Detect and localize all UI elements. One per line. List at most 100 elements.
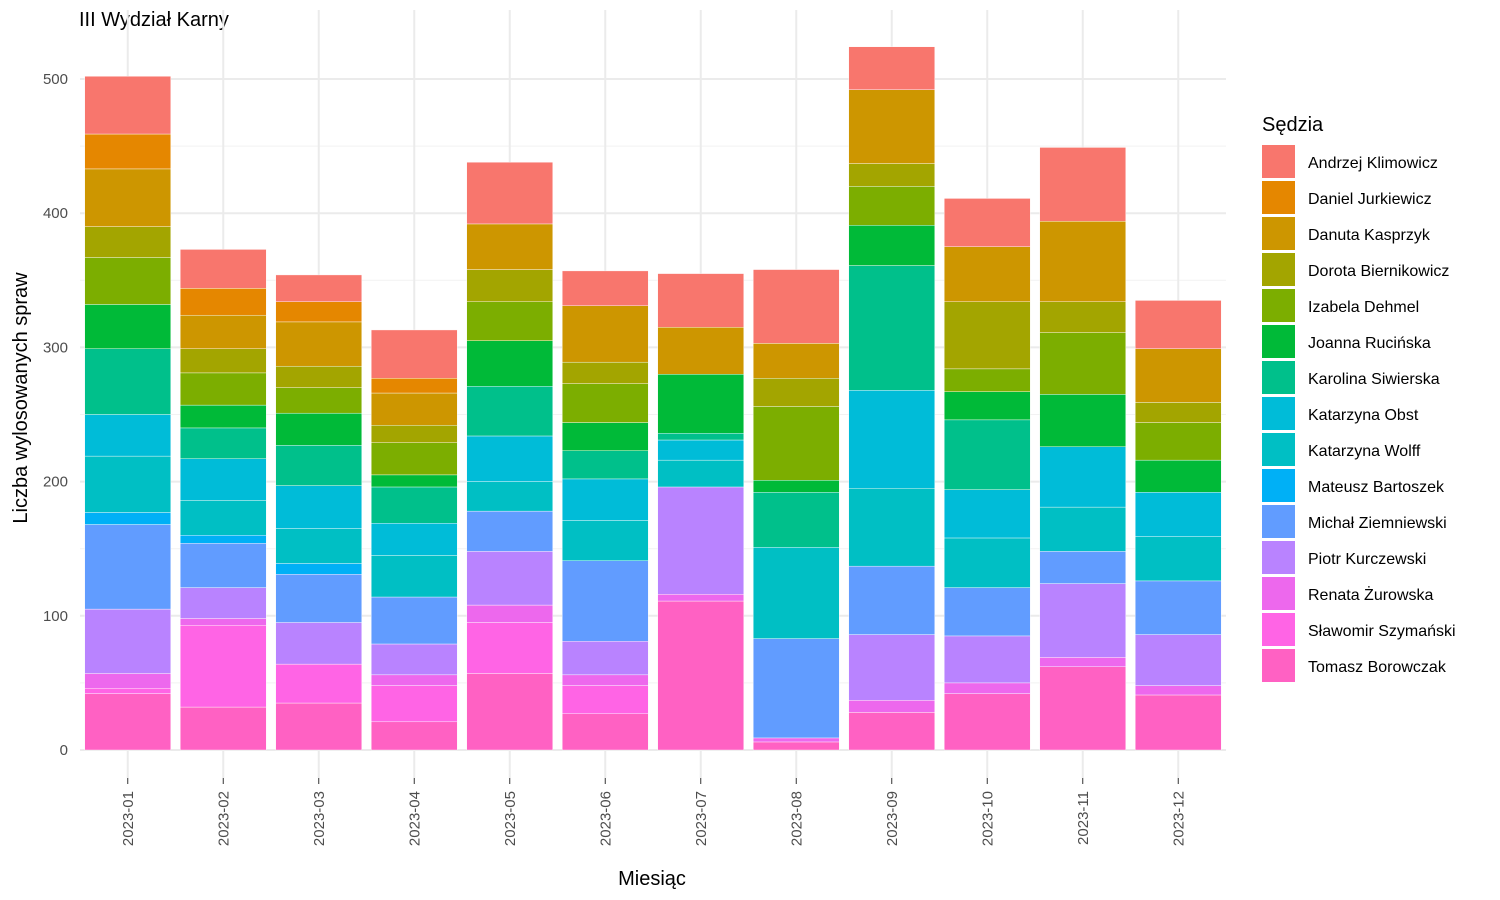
x-tick-label: 2023-12 [1170, 791, 1187, 846]
bar-segment [753, 547, 840, 639]
y-tick-label: 200 [43, 474, 68, 491]
bar-segment [275, 663, 362, 704]
bar-segment [275, 702, 362, 751]
legend-swatch [1262, 253, 1295, 286]
bar-segment [1135, 402, 1222, 423]
bar-segment [275, 622, 362, 665]
bar-segment [371, 392, 458, 426]
legend-title: Sędzia [1262, 114, 1324, 136]
bar-segment [180, 543, 267, 588]
bar-segment [1039, 221, 1126, 302]
legend-label: Danuta Kasprzyk [1308, 227, 1431, 244]
bar-segment [562, 305, 649, 363]
bar-segment [371, 596, 458, 645]
bar-segment [466, 269, 553, 302]
bar-segment [275, 274, 362, 302]
bar-segment [84, 168, 171, 227]
bar-segment [1135, 685, 1222, 696]
bar-segment [753, 741, 840, 751]
bar-segment [1039, 394, 1126, 447]
bar-segment [944, 301, 1031, 370]
bar-segment [657, 459, 744, 488]
bar-segment [657, 273, 744, 328]
bar-segment [466, 673, 553, 751]
bar-segment [84, 455, 171, 513]
bar-segment [1039, 301, 1126, 333]
bar-segment [944, 489, 1031, 539]
bar-segment [944, 587, 1031, 637]
bar-segment [848, 186, 935, 226]
bar-segment [275, 412, 362, 446]
legend-label: Piotr Kurczewski [1308, 551, 1426, 568]
bar-segment [466, 301, 553, 341]
bar-segment [275, 573, 362, 623]
legend-label: Katarzyna Obst [1308, 407, 1419, 424]
bar-segment [275, 485, 362, 529]
bar-segment [562, 270, 649, 306]
bar-segment [753, 638, 840, 739]
x-tick-label: 2023-07 [693, 791, 710, 846]
bar-segment [944, 419, 1031, 490]
bar-segment [466, 340, 553, 387]
bar-segment [371, 555, 458, 598]
bar-segment [562, 713, 649, 751]
bar-segment [944, 368, 1031, 392]
bar-segment [657, 600, 744, 751]
bar-segment [753, 269, 840, 344]
bar-segment [753, 343, 840, 379]
legend-swatch [1262, 145, 1295, 178]
y-tick-label: 300 [43, 339, 68, 356]
bar-segment [180, 706, 267, 751]
bar-segment [1135, 348, 1222, 403]
bar-segment [84, 257, 171, 305]
y-tick-label: 0 [60, 742, 68, 759]
y-tick-label: 100 [43, 608, 68, 625]
bar-segment [1135, 580, 1222, 635]
bar-segment [848, 89, 935, 164]
bar-segment [180, 372, 267, 406]
legend-swatch [1262, 217, 1295, 250]
bar-segment [1135, 492, 1222, 537]
x-tick-label: 2023-02 [215, 791, 232, 846]
bar-segment [180, 458, 267, 501]
bar-segment [180, 618, 267, 626]
y-tick-label: 400 [43, 205, 68, 222]
bar-segment [371, 425, 458, 443]
legend-swatch [1262, 577, 1295, 610]
bar-segment [562, 520, 649, 561]
bar-segment [848, 488, 935, 567]
bar-segment [371, 474, 458, 488]
bar-segment [180, 404, 267, 429]
legend-label: Katarzyna Wolff [1308, 443, 1421, 460]
legend-label: Daniel Jurkiewicz [1308, 191, 1432, 208]
bar-segment [466, 223, 553, 270]
legend-label: Renata Żurowska [1308, 585, 1433, 604]
bar-segment [180, 500, 267, 536]
bar-segment [753, 480, 840, 493]
legend-label: Joanna Rucińska [1308, 335, 1431, 352]
legend-label: Sławomir Szymański [1308, 623, 1456, 640]
bar-segment [753, 406, 840, 481]
bar-segment [1039, 583, 1126, 658]
bar-segment [180, 314, 267, 349]
bar-segment [84, 133, 171, 170]
bar-segment [1135, 634, 1222, 686]
bar-segment [84, 524, 171, 610]
bar-segment [944, 391, 1031, 421]
bar-segment [466, 551, 553, 606]
bar-segment [562, 478, 649, 521]
bar-segment [84, 688, 171, 694]
bar-segment [84, 348, 171, 415]
bar-segment [562, 685, 649, 714]
legend-swatch [1262, 361, 1295, 394]
bar-segment [657, 374, 744, 434]
legend-swatch [1262, 613, 1295, 646]
bar-segment [657, 433, 744, 441]
bar-segment [275, 445, 362, 486]
bar-segment [371, 442, 458, 476]
bar-segment [1039, 551, 1126, 584]
bar-segment [371, 329, 458, 379]
legend-label: Izabela Dehmel [1308, 299, 1419, 316]
bar-segment [1039, 147, 1126, 222]
bar-segment [84, 673, 171, 689]
